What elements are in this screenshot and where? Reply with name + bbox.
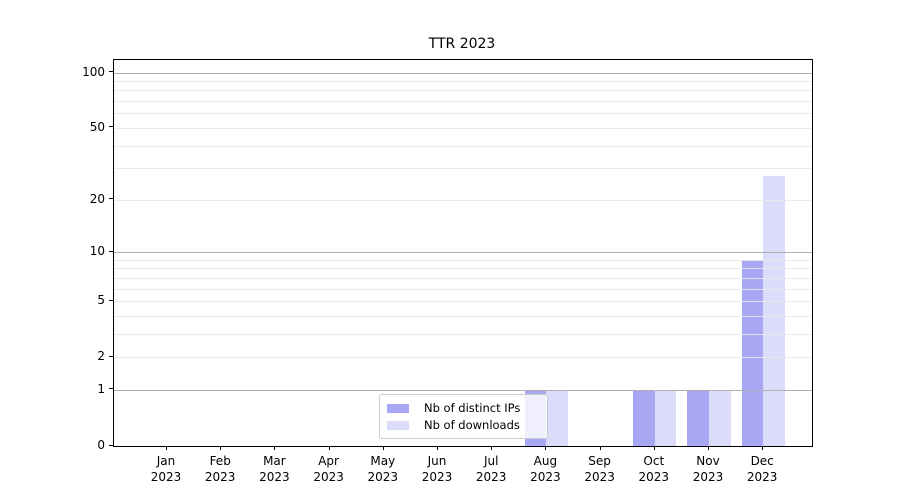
- x-tick-label: Nov 2023: [692, 454, 724, 484]
- x-tick-label: Mar 2023: [259, 454, 290, 484]
- minor-gridline: [114, 277, 812, 279]
- x-tick-label: Sep 2023: [584, 454, 615, 484]
- chart-title: TTR 2023: [428, 36, 496, 52]
- x-tick-mark: [274, 446, 276, 450]
- minor-gridline: [114, 101, 812, 103]
- bar: [654, 389, 677, 446]
- minor-gridline: [114, 333, 812, 335]
- legend-label: Nb of downloads: [424, 418, 520, 432]
- bar: [687, 389, 709, 446]
- bar: [633, 389, 655, 446]
- y-tick-label: 2: [97, 349, 105, 364]
- x-tick-label: Aug 2023: [530, 454, 561, 484]
- bar: [709, 389, 731, 446]
- x-tick-mark: [653, 446, 655, 450]
- y-tick-mark: [109, 198, 113, 200]
- x-tick-mark: [166, 446, 167, 450]
- y-tick-label: 50: [89, 119, 105, 134]
- y-tick-mark: [109, 388, 113, 390]
- minor-gridline: [114, 357, 812, 359]
- y-tick-label: 20: [89, 191, 105, 206]
- x-tick-mark: [545, 446, 547, 450]
- legend-swatch: [387, 420, 409, 430]
- bar: [741, 259, 764, 446]
- minor-gridline: [114, 268, 812, 270]
- x-tick-label: May 2023: [367, 454, 399, 484]
- x-tick-label: Jul 2023: [475, 454, 507, 484]
- y-tick-mark: [109, 71, 113, 73]
- major-gridline: [114, 389, 812, 391]
- y-tick-label: 0: [97, 438, 105, 452]
- x-tick-mark: [762, 446, 764, 450]
- major-gridline: [114, 252, 812, 253]
- plot-area: Nb of distinct IPs Nb of downloads: [113, 59, 813, 447]
- minor-gridline: [114, 81, 812, 82]
- x-tick-label: Jan 2023: [150, 454, 182, 484]
- x-tick-label: Apr 2023: [313, 454, 344, 484]
- y-tick-mark: [109, 299, 113, 301]
- minor-gridline: [114, 113, 812, 115]
- minor-gridline: [114, 288, 812, 290]
- minor-gridline: [114, 127, 812, 129]
- y-tick-label: 1: [97, 381, 105, 396]
- bar: [763, 176, 785, 446]
- y-tick-label: 5: [97, 293, 105, 307]
- major-gridline: [114, 72, 812, 74]
- legend-item: Nb of distinct IPs: [387, 401, 540, 415]
- x-tick-mark: [491, 446, 493, 450]
- minor-gridline: [114, 168, 812, 170]
- y-tick-label: 10: [89, 244, 105, 258]
- x-tick-label: Oct 2023: [638, 454, 670, 484]
- x-tick-mark: [382, 446, 384, 450]
- x-tick-mark: [708, 446, 709, 450]
- y-tick-mark: [109, 444, 113, 446]
- minor-gridline: [114, 259, 812, 261]
- x-tick-mark: [599, 446, 601, 450]
- x-tick-mark: [437, 446, 438, 450]
- x-tick-label: Dec 2023: [746, 454, 778, 484]
- minor-gridline: [114, 301, 812, 302]
- minor-gridline: [114, 90, 812, 92]
- y-tick-mark: [109, 355, 113, 357]
- bar: [546, 389, 568, 446]
- minor-gridline: [114, 145, 812, 147]
- y-tick-label: 100: [82, 64, 105, 79]
- legend-item: Nb of downloads: [387, 418, 540, 432]
- x-tick-mark: [328, 446, 330, 450]
- y-tick-mark: [109, 126, 113, 128]
- x-tick-label: Jun 2023: [421, 454, 453, 484]
- x-tick-mark: [220, 446, 222, 450]
- legend: Nb of distinct IPs Nb of downloads: [379, 394, 548, 439]
- minor-gridline: [114, 199, 812, 201]
- x-tick-label: Feb 2023: [204, 454, 236, 484]
- y-tick-mark: [109, 250, 113, 252]
- legend-swatch: [387, 403, 409, 413]
- legend-label: Nb of distinct IPs: [424, 401, 521, 415]
- minor-gridline: [114, 315, 812, 317]
